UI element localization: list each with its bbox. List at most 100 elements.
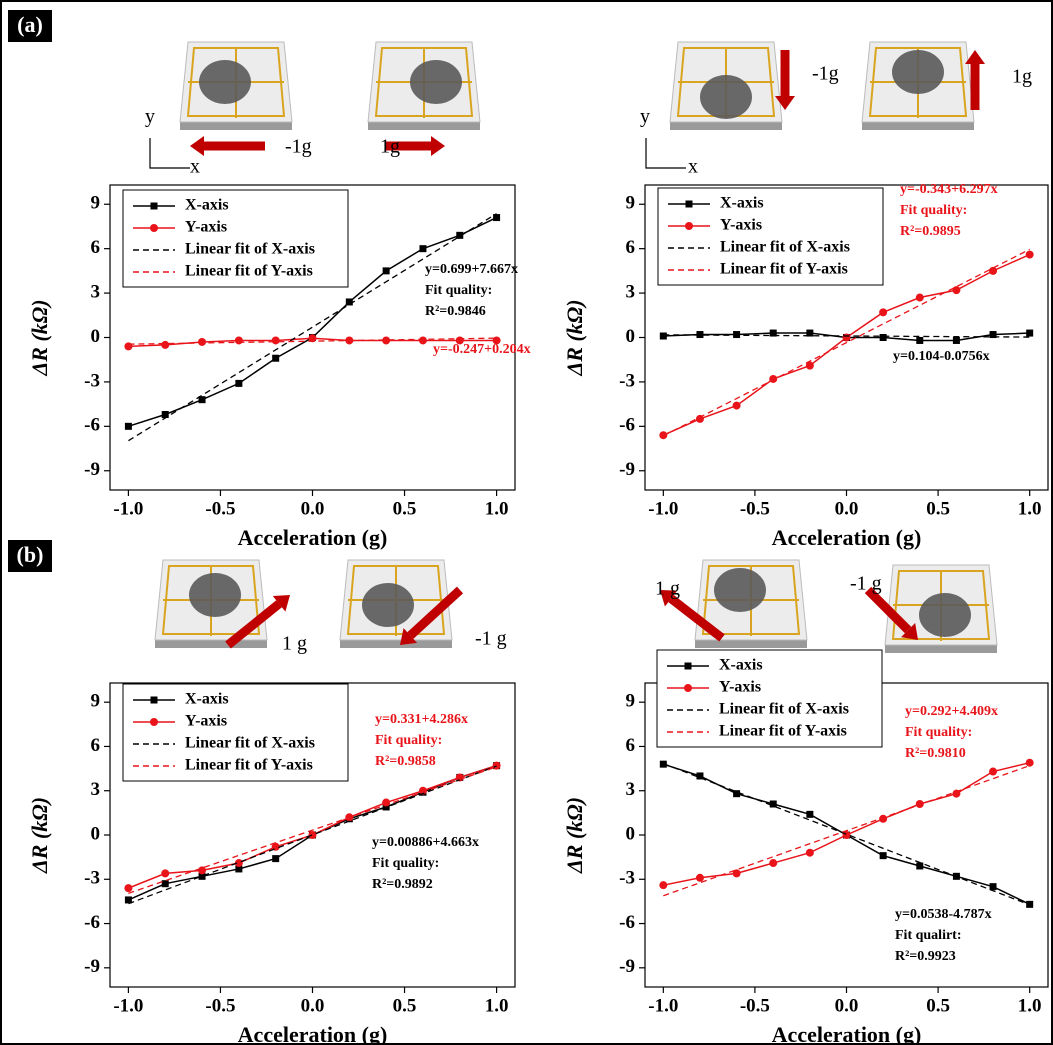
marker xyxy=(235,379,243,387)
marker xyxy=(492,761,501,770)
marker xyxy=(198,337,207,346)
y-axis-label: ΔR (kΩ) xyxy=(562,797,587,874)
y-tick-label: 0 xyxy=(626,823,636,844)
marker xyxy=(198,872,206,880)
fit-annotation: Fit quality: xyxy=(375,733,442,748)
illustration-label: y xyxy=(640,106,650,128)
proof-mass xyxy=(892,50,944,94)
fit-line xyxy=(128,213,497,442)
marker xyxy=(696,772,704,780)
x-tick-label: 0.5 xyxy=(926,995,950,1016)
marker xyxy=(879,334,887,341)
device-base xyxy=(180,122,292,130)
legend-label: Linear fit of X-axis xyxy=(719,701,849,718)
y-tick-label: 3 xyxy=(91,779,101,800)
y-tick-label: 6 xyxy=(626,735,636,756)
x-tick-label: -0.5 xyxy=(205,498,235,519)
x-tick-label: 1.0 xyxy=(1018,498,1042,519)
x-tick-label: -1.0 xyxy=(648,498,678,519)
marker xyxy=(805,848,814,857)
marker xyxy=(733,790,741,798)
xy-icon xyxy=(645,138,686,169)
device-base xyxy=(862,122,974,130)
illustration-label: x xyxy=(688,156,698,178)
series-line xyxy=(128,764,497,889)
y-tick-label: 9 xyxy=(91,193,101,214)
device-base xyxy=(340,640,452,648)
series-line xyxy=(663,761,1030,886)
y-axis-label: ΔR (kΩ) xyxy=(27,797,52,874)
legend-label: Linear fit of Y-axis xyxy=(719,723,847,740)
arrow-head xyxy=(400,628,418,645)
fit-annotation: Fit quality: xyxy=(425,283,492,298)
illustration-label: 1 g xyxy=(655,578,680,600)
x-tick-label: 0.0 xyxy=(835,498,859,519)
legend-label: X-axis xyxy=(185,691,229,708)
x-tick-label: -0.5 xyxy=(205,995,235,1016)
legend-marker xyxy=(684,684,692,692)
device-base xyxy=(885,645,997,653)
y-tick-label: -6 xyxy=(619,415,635,436)
fit-annotation: R²=0.9923 xyxy=(895,949,956,964)
marker xyxy=(418,786,427,795)
marker xyxy=(234,336,243,345)
legend-label: Y-axis xyxy=(185,713,227,730)
x-tick-label: -1.0 xyxy=(113,498,143,519)
device-base xyxy=(670,122,782,130)
legend-label: X-axis xyxy=(185,197,229,214)
marker xyxy=(696,331,704,339)
fit-line xyxy=(128,337,497,345)
legend-label: Y-axis xyxy=(720,217,762,234)
fit-annotation: Fit quality: xyxy=(905,725,972,740)
marker xyxy=(806,810,814,818)
y-tick-label: -9 xyxy=(84,956,100,977)
arrow-head xyxy=(431,136,445,156)
illustration-label: y xyxy=(145,106,155,128)
marker xyxy=(161,880,169,888)
legend-label: Linear fit of X-axis xyxy=(720,239,850,256)
marker xyxy=(161,410,169,418)
marker xyxy=(915,293,924,302)
legend-label: X-axis xyxy=(720,195,764,212)
marker xyxy=(695,873,704,882)
arrow-shaft xyxy=(864,586,912,634)
marker xyxy=(1026,329,1034,337)
x-tick-label: 0.0 xyxy=(301,498,325,519)
fit-annotation: y=-0.247+0.204x xyxy=(433,342,531,357)
y-tick-label: -6 xyxy=(84,415,100,436)
x-tick-label: 0.5 xyxy=(926,498,950,519)
marker xyxy=(124,422,132,430)
fit-annotation: Fit quality: xyxy=(900,203,967,218)
illustration-label: 1g xyxy=(1012,66,1032,88)
marker xyxy=(989,266,998,275)
marker xyxy=(1025,758,1034,767)
y-axis-label: ΔR (kΩ) xyxy=(562,299,587,376)
marker xyxy=(235,865,243,873)
legend-label: Y-axis xyxy=(719,679,761,696)
y-tick-label: -3 xyxy=(84,868,100,889)
legend-marker xyxy=(685,200,693,208)
illustration-label: -1g xyxy=(285,136,312,158)
x-tick-label: 1.0 xyxy=(485,498,509,519)
marker xyxy=(879,308,888,317)
marker xyxy=(989,331,997,339)
legend-label: Linear fit of X-axis xyxy=(185,735,315,752)
legend-marker xyxy=(150,224,158,232)
arrow-head xyxy=(660,590,678,607)
marker xyxy=(456,231,464,239)
fit-annotation: y=0.104-0.0756x xyxy=(893,349,990,364)
x-tick-label: -0.5 xyxy=(740,995,770,1016)
y-tick-label: 3 xyxy=(626,281,636,302)
proof-mass xyxy=(714,568,766,612)
marker xyxy=(732,401,741,410)
marker xyxy=(492,336,501,345)
proof-mass xyxy=(189,573,241,617)
x-tick-label: 1.0 xyxy=(485,995,509,1016)
legend-marker xyxy=(684,662,692,670)
y-tick-label: 9 xyxy=(626,691,636,712)
fit-annotation: R²=0.9892 xyxy=(372,877,433,892)
marker xyxy=(272,855,280,863)
y-tick-label: -9 xyxy=(619,459,635,480)
fit-line xyxy=(128,766,497,894)
